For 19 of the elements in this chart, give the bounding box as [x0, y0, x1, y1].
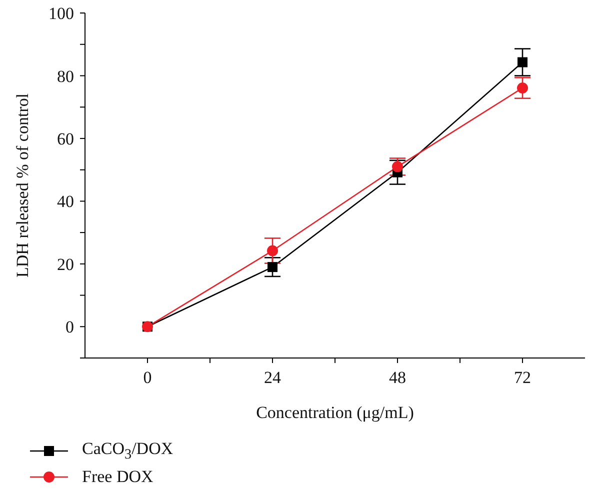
y-tick-label: 80 — [57, 66, 74, 86]
point — [268, 262, 278, 272]
point — [517, 82, 528, 94]
y-axis-title: LDH released % of control — [13, 93, 32, 278]
y-tick-label: 40 — [57, 192, 74, 212]
y-tick-label: 60 — [57, 129, 74, 148]
x-tick-label: 48 — [389, 368, 406, 388]
point — [392, 161, 403, 172]
x-tick-label: 24 — [264, 368, 282, 388]
point — [518, 57, 528, 68]
legend-label: CaCO$_{3}$/DOX — [82, 438, 174, 464]
x-tick-label: 72 — [514, 368, 531, 388]
x-axis-title: Concentration (μg/mL) — [256, 403, 414, 422]
x-tick-label: 0 — [143, 368, 152, 388]
y-tick-label: 20 — [57, 254, 74, 274]
legend-label: Free DOX — [82, 467, 154, 487]
y-tick-label: 0 — [66, 318, 74, 337]
point — [267, 245, 278, 256]
y-tick-label: 100 — [48, 4, 74, 24]
